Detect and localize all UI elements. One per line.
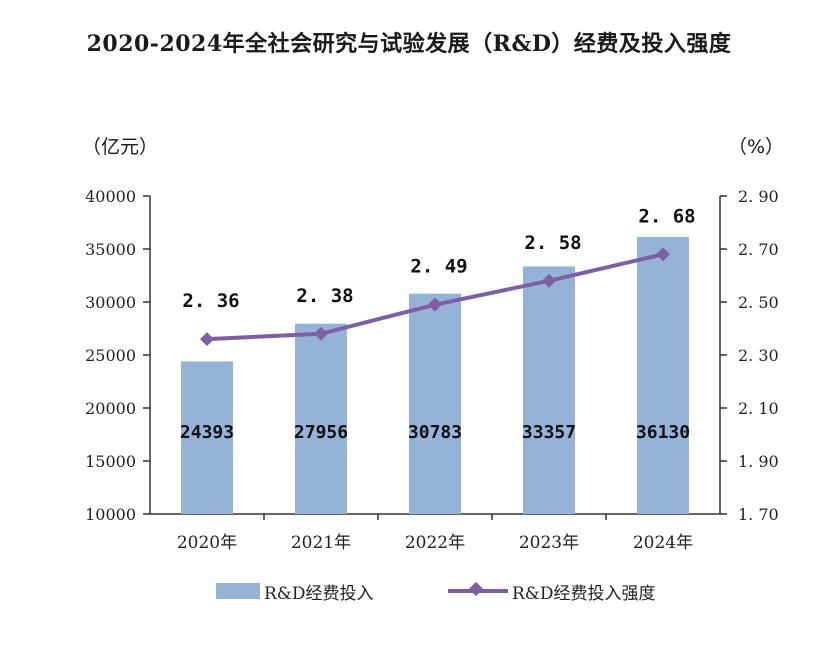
bar: [637, 237, 689, 514]
legend-bar-swatch: [216, 583, 260, 599]
legend-bar-label: R&D经费投入: [264, 583, 374, 604]
bar: [181, 361, 233, 514]
left-tick-label: 25000: [85, 346, 136, 365]
line-value-label: 2. 58: [524, 232, 581, 254]
x-category-label: 2022年: [405, 533, 465, 553]
bar: [523, 266, 575, 514]
left-axis-unit: （亿元）: [82, 136, 159, 158]
bar-value-label: 30783: [408, 422, 462, 443]
legend-item-line: R&D经费投入强度: [448, 578, 656, 604]
chart-title: 2020-2024年全社会研究与试验发展（R&D）经费及投入强度: [86, 31, 732, 57]
right-tick-label: 2. 90: [738, 187, 779, 206]
x-category-label: 2020年: [177, 533, 237, 553]
line-value-label: 2. 36: [182, 290, 239, 312]
right-tick-label: 2. 30: [738, 346, 779, 365]
right-tick-label: 2. 70: [738, 240, 779, 259]
line-value-label: 2. 68: [638, 205, 695, 227]
line-point-marker: [542, 273, 556, 288]
line-point-marker: [200, 332, 214, 347]
legend-line-swatch: [448, 581, 508, 601]
legend-line-label: R&D经费投入强度: [512, 583, 656, 604]
right-tick-label: 1. 70: [738, 505, 779, 524]
line-point-marker: [428, 297, 442, 312]
left-tick-label: 20000: [85, 399, 136, 418]
x-category-label: 2021年: [291, 533, 351, 553]
bar: [409, 293, 461, 514]
x-category-label: 2023年: [519, 533, 579, 553]
right-tick-label: 2. 10: [738, 399, 779, 418]
left-tick-label: 10000: [85, 505, 136, 524]
right-tick-label: 2. 50: [738, 293, 779, 312]
bar-value-label: 33357: [522, 422, 576, 443]
left-tick-label: 15000: [85, 452, 136, 471]
line-point-marker: [656, 247, 670, 262]
bar-value-label: 27956: [294, 422, 348, 443]
left-tick-label: 35000: [85, 240, 136, 259]
legend-item-bar: R&D经费投入: [216, 578, 374, 604]
line-point-marker: [314, 326, 328, 341]
left-tick-label: 30000: [85, 293, 136, 312]
right-axis-unit: （%）: [728, 136, 785, 158]
bar-value-label: 36130: [636, 422, 690, 443]
bar: [295, 323, 347, 514]
left-tick-label: 40000: [85, 187, 136, 206]
bar-value-label: 24393: [180, 422, 234, 443]
right-tick-label: 1. 90: [738, 452, 779, 471]
line-value-label: 2. 49: [410, 256, 467, 278]
line-value-label: 2. 38: [296, 285, 353, 307]
x-category-label: 2024年: [633, 533, 693, 553]
